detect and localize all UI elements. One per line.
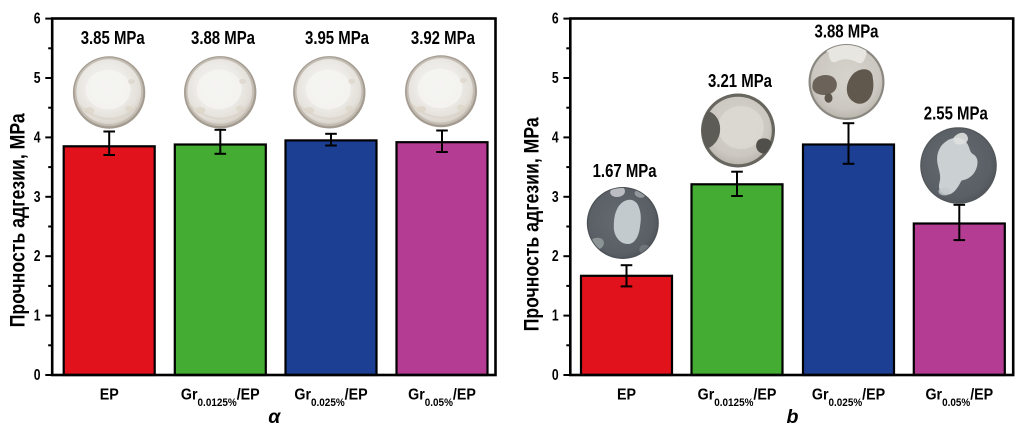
svg-text:1: 1 — [552, 306, 559, 324]
svg-text:5: 5 — [552, 68, 559, 86]
svg-text:0: 0 — [34, 365, 41, 383]
svg-text:Gr0.025%/EP: Gr0.025%/EP — [294, 387, 367, 409]
svg-text:4: 4 — [552, 128, 559, 146]
svg-text:α: α — [268, 406, 281, 428]
svg-text:3: 3 — [34, 187, 41, 205]
svg-text:Gr0.0125%/EP: Gr0.0125%/EP — [698, 387, 777, 409]
svg-text:3.95 MPa: 3.95 MPa — [305, 27, 370, 48]
svg-text:EP: EP — [100, 387, 119, 404]
svg-text:2: 2 — [34, 247, 41, 265]
svg-text:Gr0.0125%/EP: Gr0.0125%/EP — [181, 387, 260, 409]
svg-text:3.88 MPa: 3.88 MPa — [191, 27, 256, 48]
svg-text:2.55 MPa: 2.55 MPa — [924, 103, 989, 124]
svg-text:Прочность адгезии, МРа: Прочность адгезии, МРа — [6, 113, 29, 327]
svg-text:3.92 MPa: 3.92 MPa — [411, 27, 476, 48]
svg-text:1.67 MPa: 1.67 MPa — [593, 160, 658, 181]
svg-text:3.21 MPa: 3.21 MPa — [708, 70, 773, 91]
svg-text:Gr0.025%/EP: Gr0.025%/EP — [812, 387, 885, 409]
svg-text:3.88 MPa: 3.88 MPa — [815, 21, 880, 42]
svg-text:EP: EP — [617, 387, 636, 404]
svg-text:0: 0 — [552, 365, 559, 383]
svg-text:6: 6 — [552, 9, 559, 27]
svg-text:3.85 MPa: 3.85 MPa — [81, 27, 146, 48]
svg-text:3: 3 — [552, 187, 559, 205]
svg-text:4: 4 — [34, 128, 41, 146]
svg-text:1: 1 — [34, 306, 41, 324]
svg-text:Gr0.05%/EP: Gr0.05%/EP — [408, 387, 476, 409]
svg-text:6: 6 — [34, 9, 41, 27]
svg-text:Прочность адгезии, МРа: Прочность адгезии, МРа — [521, 117, 544, 331]
svg-text:Gr0.05%/EP: Gr0.05%/EP — [925, 387, 993, 409]
svg-text:5: 5 — [34, 68, 41, 86]
svg-text:b: b — [787, 406, 799, 428]
svg-text:2: 2 — [552, 247, 559, 265]
